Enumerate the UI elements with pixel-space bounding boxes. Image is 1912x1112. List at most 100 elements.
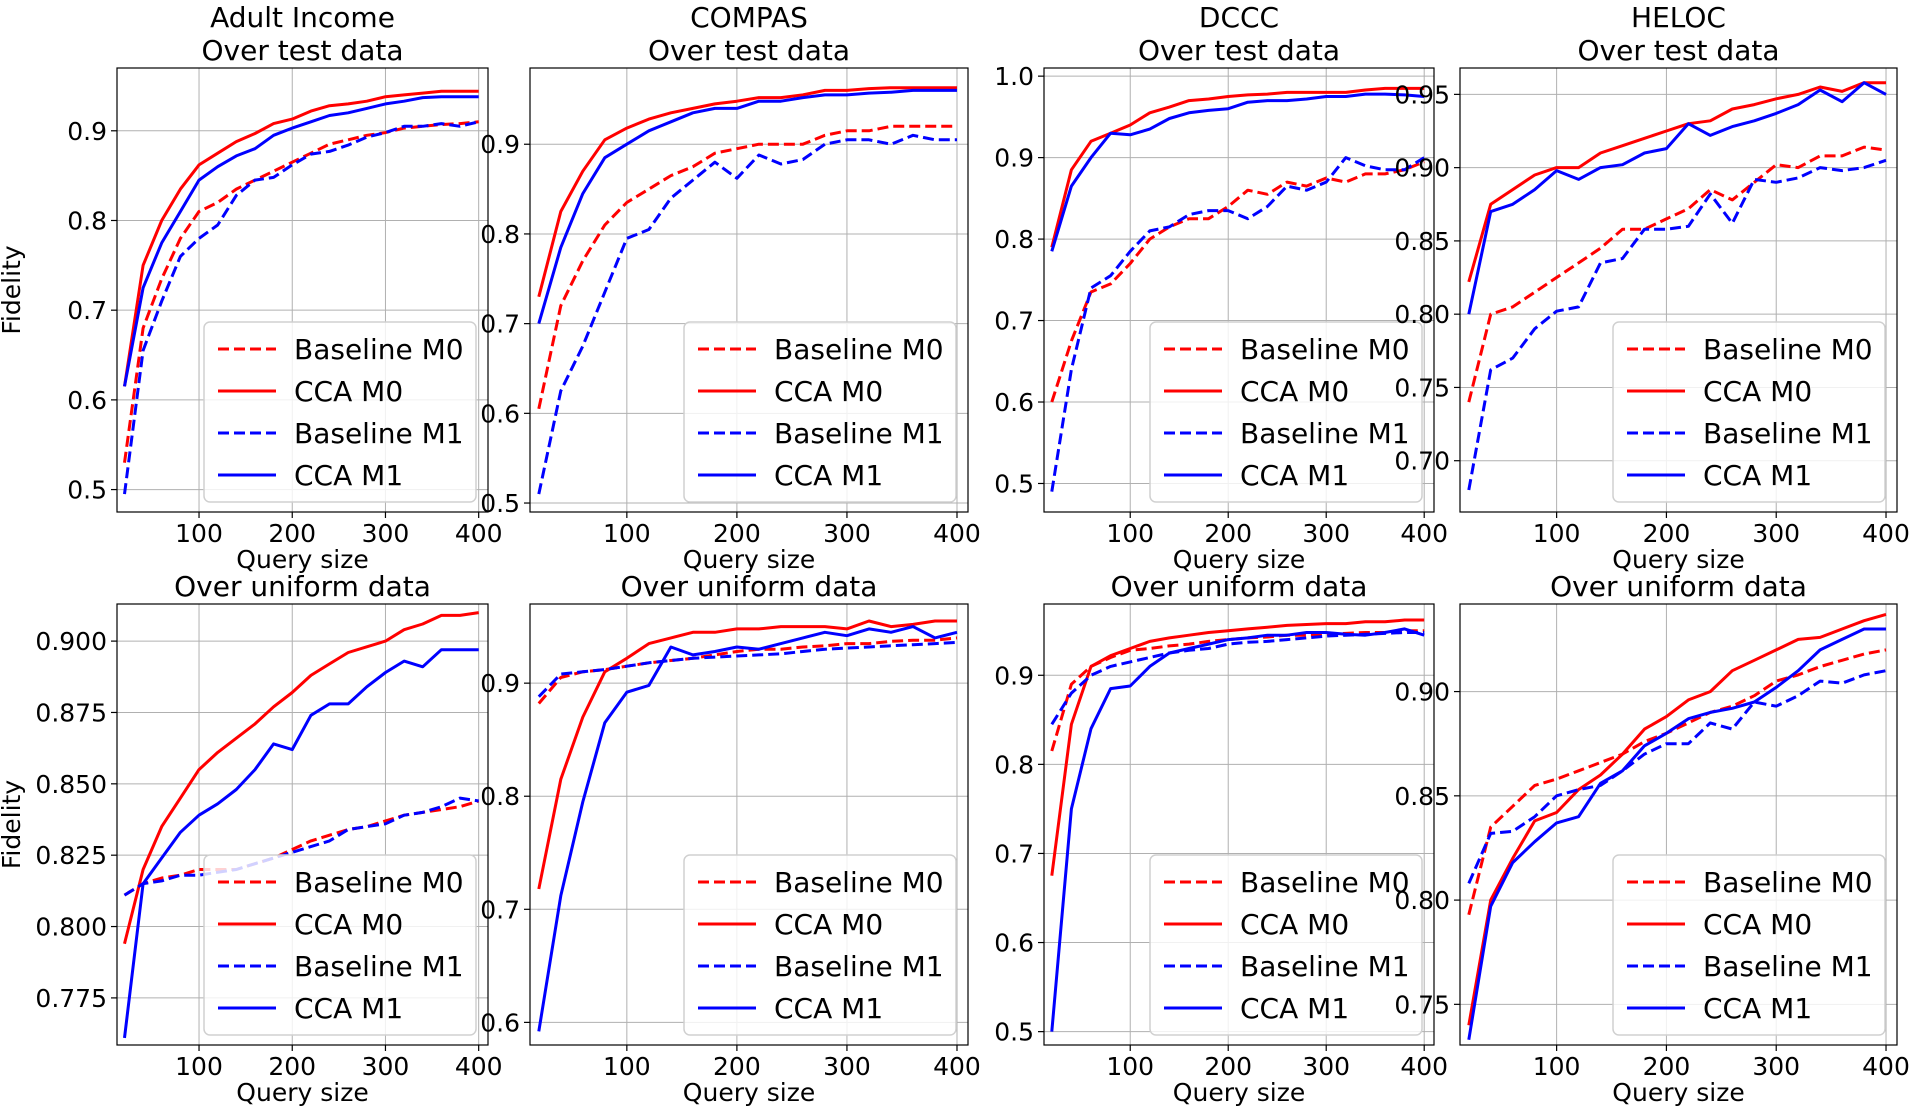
y-tick-label: 0.7 (480, 895, 520, 924)
series-line-baseline-m0 (1050, 160, 1425, 403)
legend-label: Baseline M0 (1703, 866, 1873, 899)
legend-label: Baseline M1 (294, 417, 464, 450)
legend-label: CCA M1 (294, 459, 403, 492)
x-tick-label: 400 (1400, 519, 1448, 548)
legend-label: Baseline M1 (1703, 950, 1873, 983)
series-line-baseline-m1 (1050, 631, 1425, 726)
y-tick-label: 0.6 (480, 399, 520, 428)
legend: Baseline M0 CCA M0 Baseline M1 CCA M1 (1149, 854, 1423, 1036)
subplot-1: 100 200 300 400 0.5 0.6 0.7 0.8 0.9 Adult Income O… (0, 1, 503, 574)
x-axis-label: Query size (1612, 1078, 1744, 1107)
legend: Baseline M0 CCA M0 Baseline M1 CCA M1 (1149, 321, 1423, 503)
y-tick-label: 0.5 (994, 1018, 1034, 1047)
x-tick-label: 400 (933, 519, 981, 548)
legend-label: Baseline M0 (1240, 866, 1410, 899)
series-line-cca-m0 (123, 611, 479, 945)
legend-label: Baseline M1 (294, 950, 464, 983)
y-tick-label: 0.8 (994, 750, 1034, 779)
legend-label: CCA M0 (294, 375, 403, 408)
y-tick-label: 0.90 (1394, 154, 1450, 183)
y-tick-label: 0.875 (35, 698, 107, 727)
legend-label: CCA M0 (294, 908, 403, 941)
legend-label: Baseline M1 (1240, 950, 1410, 983)
series-line-baseline-m1 (537, 133, 957, 495)
x-tick-label: 300 (823, 519, 871, 548)
y-tick-label: 0.850 (35, 770, 107, 799)
legend-label: CCA M0 (774, 908, 883, 941)
x-tick-label: 400 (1862, 1052, 1910, 1081)
y-tick-label: 0.85 (1394, 227, 1450, 256)
legend-box (203, 321, 477, 503)
x-axis-label: Query size (683, 545, 815, 574)
series-line-baseline-m1 (123, 796, 479, 897)
subplot-2: 100 200 300 400 0.5 0.6 0.7 0.8 0.9 COMPAS Over te… (480, 1, 981, 574)
legend-box (683, 854, 957, 1036)
x-tick-label: 400 (1400, 1052, 1448, 1081)
axes-frame (1459, 67, 1898, 513)
x-tick-label: 400 (1862, 519, 1910, 548)
series-line-cca-m1 (123, 95, 479, 387)
series-line-cca-m1 (1050, 92, 1425, 252)
legend-box (1612, 321, 1886, 503)
x-axis-label: Query size (236, 545, 368, 574)
y-axis-label: Fidelity (0, 245, 26, 334)
x-axis-label: Query size (683, 1078, 815, 1107)
axes-frame (529, 67, 969, 513)
y-tick-label: 0.9 (994, 661, 1034, 690)
x-tick-label: 100 (603, 1052, 651, 1081)
legend-box (1149, 854, 1423, 1036)
y-tick-label: 0.6 (480, 1008, 520, 1037)
y-tick-label: 0.8 (994, 225, 1034, 254)
series-line-cca-m0 (1050, 618, 1425, 876)
y-tick-label: 0.825 (35, 841, 107, 870)
x-axis-label: Query size (1612, 545, 1744, 574)
chart-title: Over uniform data (1550, 570, 1807, 603)
legend: Baseline M0 CCA M0 Baseline M1 CCA M1 (1612, 854, 1886, 1036)
series-line-baseline-m1 (1467, 158, 1887, 491)
x-tick-label: 200 (1204, 519, 1252, 548)
x-tick-label: 200 (1204, 1052, 1252, 1081)
legend-label: CCA M1 (1240, 992, 1349, 1025)
axes-frame (116, 67, 489, 513)
series-line-cca-m0 (123, 89, 479, 387)
chart-title: Over uniform data (174, 570, 431, 603)
y-tick-label: 0.775 (35, 984, 107, 1013)
legend: Baseline M0 CCA M0 Baseline M1 CCA M1 (1612, 321, 1886, 503)
legend-label: CCA M0 (1703, 375, 1812, 408)
x-axis-label: Query size (1173, 545, 1305, 574)
x-axis-label: Query size (1173, 1078, 1305, 1107)
y-tick-label: 0.7 (994, 307, 1034, 336)
y-tick-label: 0.70 (1394, 447, 1450, 476)
series-line-cca-m0 (537, 619, 957, 890)
legend-box (1149, 321, 1423, 503)
legend-box (203, 854, 477, 1036)
legend-label: Baseline M0 (774, 866, 944, 899)
subplot-3: 100 200 300 400 0.5 0.6 0.7 0.8 0.9 1.0 DCCC Over t… (994, 1, 1448, 574)
legend-label: Baseline M1 (774, 950, 944, 983)
x-tick-label: 200 (268, 519, 316, 548)
y-tick-label: 0.80 (1394, 300, 1450, 329)
x-tick-label: 200 (1643, 1052, 1691, 1081)
y-tick-label: 1.0 (994, 62, 1034, 91)
y-tick-label: 0.7 (480, 310, 520, 339)
x-tick-label: 400 (455, 1052, 503, 1081)
legend-label: CCA M0 (1240, 375, 1349, 408)
legend-label: CCA M1 (1703, 459, 1812, 492)
series-line-baseline-m0 (1050, 629, 1425, 752)
legend-label: CCA M1 (774, 459, 883, 492)
subplot-5: 100 200 300 400 0.775 0.800 0.825 0.850 0.875 0.9… (0, 570, 503, 1107)
series-line-cca-m0 (1467, 612, 1887, 1026)
x-tick-label: 300 (1302, 1052, 1350, 1081)
series-line-baseline-m1 (1050, 156, 1425, 492)
series-line-cca-m1 (1467, 81, 1887, 315)
legend: Baseline M0 CCA M0 Baseline M1 CCA M1 (203, 854, 477, 1036)
series-line-cca-m1 (537, 88, 957, 325)
x-tick-label: 200 (268, 1052, 316, 1081)
chart-title: DCCC Over test data (1138, 1, 1340, 67)
legend-label: CCA M0 (774, 375, 883, 408)
x-tick-label: 200 (713, 519, 761, 548)
y-tick-label: 0.7 (67, 296, 107, 325)
series-line-cca-m0 (537, 86, 957, 298)
legend-label: Baseline M0 (1240, 333, 1410, 366)
series-line-baseline-m1 (537, 640, 958, 698)
